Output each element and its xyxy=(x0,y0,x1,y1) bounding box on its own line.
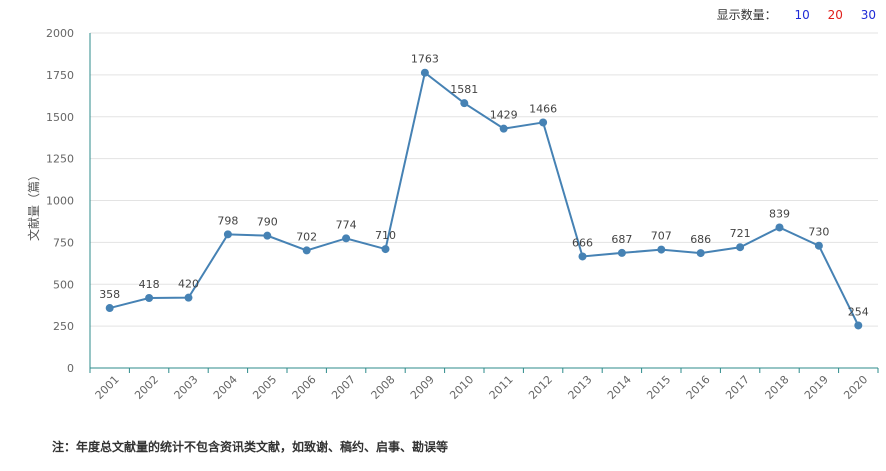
display-count-option-20[interactable]: 20 xyxy=(827,8,843,22)
x-tick-label: 2016 xyxy=(684,373,713,402)
x-tick-label: 2005 xyxy=(250,373,279,402)
data-point xyxy=(302,246,311,255)
data-label: 710 xyxy=(375,229,396,242)
y-tick-label: 0 xyxy=(67,362,74,375)
data-label: 839 xyxy=(769,207,790,220)
x-tick-label: 2013 xyxy=(566,373,595,402)
labels: 0 250 500 750 1000 1250 1500 1750 2000 2001 2002 20… xyxy=(46,27,870,402)
display-count-option-30[interactable]: 30 xyxy=(860,8,876,22)
data-point xyxy=(460,99,469,108)
line-chart: 0 250 500 750 1000 1250 1500 1750 2000 2001 2002 20… xyxy=(26,27,879,402)
data-label: 721 xyxy=(730,227,751,240)
data-label: 1466 xyxy=(529,102,557,115)
data-point xyxy=(381,245,390,254)
data-label: 686 xyxy=(690,233,711,246)
data-point xyxy=(145,293,154,302)
x-tick-label: 2003 xyxy=(172,373,201,402)
footnote: 注：年度总文献量的统计不包含资讯类文献，如致谢、稿约、启事、勘误等 xyxy=(52,440,449,454)
y-tick-label: 1250 xyxy=(46,153,74,166)
x-tick-label: 2020 xyxy=(841,373,870,402)
data-point xyxy=(263,231,272,240)
y-tick-label: 1750 xyxy=(46,69,74,82)
x-tick-label: 2012 xyxy=(526,373,555,402)
y-axis-title: 文献量（篇） xyxy=(26,169,41,241)
data-label: 702 xyxy=(296,230,317,243)
series-line xyxy=(109,70,860,326)
display-count-label: 显示数量： xyxy=(716,8,777,22)
data-point xyxy=(814,241,823,250)
data-point xyxy=(420,68,429,77)
data-label: 1429 xyxy=(490,109,518,122)
x-tick-label: 2010 xyxy=(447,373,476,402)
x-tick-label: 2002 xyxy=(132,373,161,402)
grid-lines xyxy=(90,32,878,327)
x-tick-label: 2014 xyxy=(605,373,634,402)
data-label: 1763 xyxy=(411,53,439,66)
data-point xyxy=(854,321,863,330)
y-tick-label: 2000 xyxy=(46,27,74,40)
display-count-bar: 显示数量： 10 20 30 xyxy=(717,6,876,23)
data-point xyxy=(736,243,745,252)
y-tick-label: 1500 xyxy=(46,111,74,124)
data-point xyxy=(539,118,548,127)
axes xyxy=(89,33,879,373)
x-tick-label: 2006 xyxy=(290,373,319,402)
x-tick-label: 2018 xyxy=(763,373,792,402)
y-tick-label: 1000 xyxy=(46,195,74,208)
data-label: 687 xyxy=(611,233,632,246)
data-label: 774 xyxy=(336,218,357,231)
x-tick-label: 2011 xyxy=(487,373,516,402)
data-point xyxy=(617,248,626,257)
x-tick-label: 2015 xyxy=(644,373,673,402)
x-tick-label: 2001 xyxy=(93,373,122,402)
x-tick-label: 2007 xyxy=(329,373,358,402)
data-label: 420 xyxy=(178,278,199,291)
display-count-option-10[interactable]: 10 xyxy=(794,8,810,22)
data-point xyxy=(657,245,666,254)
data-label: 1581 xyxy=(450,83,478,96)
data-label: 254 xyxy=(848,305,869,318)
data-point xyxy=(184,293,193,302)
x-tick-label: 2004 xyxy=(211,373,240,402)
x-tick-label: 2009 xyxy=(408,373,437,402)
series-layer xyxy=(105,68,863,330)
data-point xyxy=(342,234,351,243)
data-label: 666 xyxy=(572,236,593,249)
data-point xyxy=(223,230,232,239)
x-tick-label: 2017 xyxy=(723,373,752,402)
y-tick-label: 500 xyxy=(53,278,74,291)
x-tick-label: 2019 xyxy=(802,373,831,402)
data-label: 790 xyxy=(257,216,278,229)
data-point xyxy=(775,223,784,232)
data-label: 707 xyxy=(651,230,672,243)
data-label: 418 xyxy=(139,278,160,291)
y-tick-label: 750 xyxy=(53,236,74,249)
data-label: 798 xyxy=(217,214,238,227)
data-point xyxy=(105,304,114,313)
data-point xyxy=(696,249,705,258)
data-point xyxy=(578,252,587,261)
data-label: 730 xyxy=(808,226,829,239)
data-point xyxy=(499,124,508,133)
x-tick-label: 2008 xyxy=(369,373,398,402)
data-label: 358 xyxy=(99,288,120,301)
y-tick-label: 250 xyxy=(53,320,74,333)
